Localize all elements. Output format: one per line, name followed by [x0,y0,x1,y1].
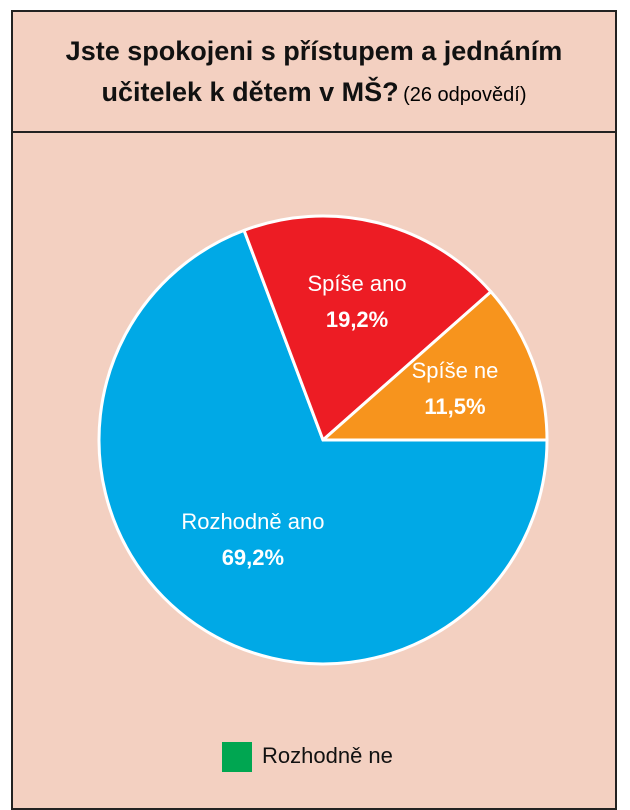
pie-slice [321,290,549,442]
chart-title: Jste spokojeni s přístupem a jednáním uč… [65,35,563,107]
legend-swatch [222,742,252,772]
slice-value: 19,2% [326,307,388,332]
slice-value: 69,2% [222,545,284,570]
pie-slice [97,228,549,666]
slice-label: Rozhodně ano [181,509,324,534]
header: Jste spokojeni s přístupem a jednáním uč… [13,12,615,133]
slice-label: Spíše ne [412,358,499,383]
slice-value: 11,5% [424,394,485,419]
slice-label: Spíše ano [308,271,407,296]
pie-slice [242,214,493,442]
legend-label: Rozhodně ne [262,743,393,768]
chart-subtitle: (26 odpovědí) [403,83,527,106]
title-block: Jste spokojeni s přístupem a jednáním uč… [21,31,607,113]
